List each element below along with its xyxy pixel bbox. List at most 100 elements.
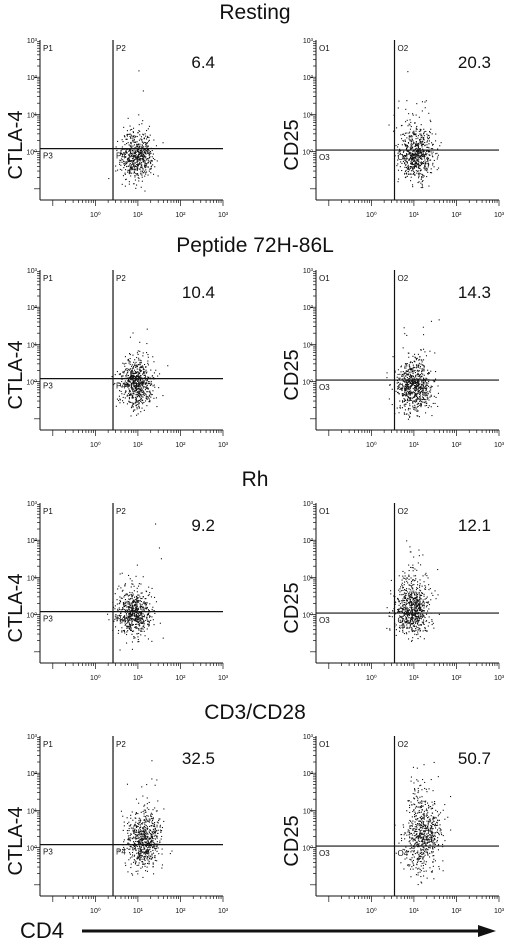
event-dot [130,615,132,617]
event-dot [403,601,405,603]
x-tick-label: 10³ [218,908,229,915]
event-dot [121,376,123,378]
event-dot [128,391,130,393]
event-dot [122,620,124,622]
event-dot [136,406,138,408]
event-dot [404,405,406,407]
event-dot [413,600,415,602]
event-dot [139,370,141,372]
event-dot [142,403,144,405]
event-dot [144,598,146,600]
event-dot [411,611,413,613]
event-dot [148,139,150,141]
event-dot [133,836,135,838]
event-dot [144,151,146,153]
event-dot [133,159,135,161]
event-dot [423,381,425,383]
event-dot [418,621,420,623]
event-dot [150,842,152,844]
event-dot [136,164,138,166]
event-dot [413,150,415,152]
event-dot [404,622,406,624]
event-dot [388,615,390,617]
event-dot [143,856,145,858]
event-dot [434,352,436,354]
event-dot [417,378,419,380]
event-dot [415,598,417,600]
event-dot [142,833,144,835]
event-dot [148,612,150,614]
event-dot [404,155,406,157]
event-dot [137,619,139,621]
event-dot [409,591,411,593]
event-dot [413,375,415,377]
event-dot [132,377,134,379]
event-dot [148,621,150,623]
event-dot [122,141,124,143]
event-dot [418,359,420,361]
event-dot [123,163,125,165]
event-dot [408,386,410,388]
event-dot [128,400,130,402]
event-dot [428,385,430,387]
event-dot [412,149,414,151]
event-dot [412,147,414,149]
event-dot [144,141,146,143]
event-dot [149,400,151,402]
event-dot [146,328,148,330]
y-tick-label: 10⁰ [26,612,37,620]
event-dot [161,835,163,837]
event-dot [403,614,405,616]
x-tick-label: 10¹ [409,212,420,219]
event-dot [127,375,129,377]
event-dot [129,162,131,164]
event-dot [135,626,137,628]
event-dot [121,139,123,141]
event-dot [404,144,406,146]
event-dot [411,163,413,165]
event-dot [145,849,147,851]
event-dot [141,391,143,393]
event-dot [419,601,421,603]
event-dot [415,159,417,161]
event-dot [125,163,127,165]
event-dot [402,589,404,591]
y-tick-label: 10³ [303,268,314,275]
event-dot [405,610,407,612]
event-dot [401,626,403,628]
event-dot [426,630,428,632]
event-dot [150,596,152,598]
event-dot [422,143,424,145]
event-dot [148,170,150,172]
event-dot [119,620,121,622]
event-dot [409,589,411,591]
event-dot [416,378,418,380]
event-dot [414,568,416,570]
event-dot [142,828,144,830]
event-dot [129,354,131,356]
quadrant-percent-label: 14.3 [458,283,491,302]
event-dot [158,820,160,822]
event-dot [140,867,142,869]
event-dot [128,173,130,175]
event-dot [128,606,130,608]
event-dot [424,388,426,390]
event-dot [423,604,425,606]
event-dot [397,107,399,109]
event-dot [426,176,428,178]
event-dot [145,398,147,400]
event-dot [128,837,130,839]
event-dot [123,616,125,618]
event-dot [131,615,133,617]
event-dot [142,384,144,386]
event-dot [143,858,145,860]
event-dot [408,617,410,619]
event-dot [422,187,424,189]
y-tick-label: 10² [303,75,314,82]
event-dot [416,403,418,405]
event-dot [408,378,410,380]
event-dot [411,619,413,621]
event-dot [412,368,414,370]
event-dot [422,174,424,176]
event-dot [437,594,439,596]
